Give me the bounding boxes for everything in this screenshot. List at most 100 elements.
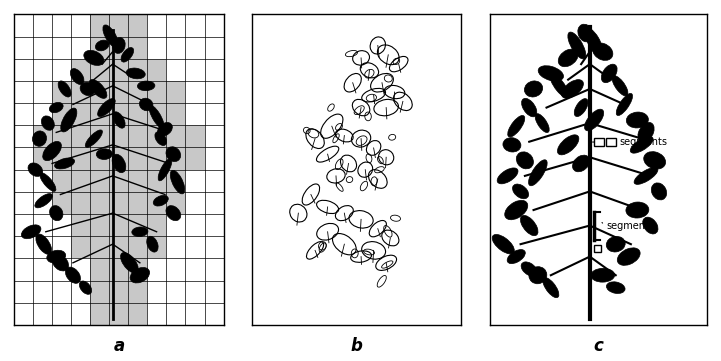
Ellipse shape [617,248,640,265]
Ellipse shape [158,158,172,181]
Ellipse shape [543,278,559,298]
Ellipse shape [132,227,148,236]
Bar [110,214,128,236]
Bar [128,125,148,148]
Bar [148,236,167,258]
Bar [148,103,167,125]
Bar [71,103,90,125]
Bar [110,170,128,192]
Ellipse shape [593,43,613,60]
Ellipse shape [35,193,53,208]
Bar [71,236,90,258]
Ellipse shape [642,217,658,234]
Bar [148,192,167,214]
Bar [90,81,110,103]
Bar [128,192,148,214]
Ellipse shape [505,200,528,220]
Bar [71,192,90,214]
Ellipse shape [112,112,125,128]
Bar [110,81,128,103]
Ellipse shape [84,51,104,65]
Bar [128,103,148,125]
Bar [90,170,110,192]
Bar [53,125,71,148]
Ellipse shape [590,268,615,282]
Bar [148,214,167,236]
Ellipse shape [22,225,41,239]
Ellipse shape [89,79,107,99]
Ellipse shape [49,103,63,113]
Ellipse shape [507,249,526,264]
Ellipse shape [155,132,167,145]
Bar [128,280,148,303]
Ellipse shape [492,234,514,254]
Bar [148,148,167,170]
Ellipse shape [516,152,534,169]
Ellipse shape [80,82,95,96]
Bar [53,81,71,103]
Ellipse shape [521,262,537,276]
Bar [128,36,148,59]
Bar [90,214,110,236]
Bar [71,170,90,192]
Ellipse shape [121,48,133,62]
Bar [594,245,601,252]
Ellipse shape [139,98,153,111]
Bar [90,192,110,214]
Bar [71,214,90,236]
Ellipse shape [97,99,115,117]
Ellipse shape [630,136,653,153]
Ellipse shape [55,158,74,169]
Ellipse shape [644,152,665,169]
Ellipse shape [651,183,667,200]
Ellipse shape [170,170,185,194]
Ellipse shape [574,99,588,117]
Bar [128,81,148,103]
Ellipse shape [112,38,125,53]
Bar [128,258,148,280]
Ellipse shape [612,76,628,96]
Bar [90,258,110,280]
Ellipse shape [53,255,68,271]
Bar [90,14,110,36]
Ellipse shape [97,149,112,160]
Ellipse shape [61,108,77,132]
Bar [110,192,128,214]
Bar [110,36,128,59]
Bar [110,236,128,258]
Bar [128,214,148,236]
Ellipse shape [36,234,51,254]
Ellipse shape [538,66,564,81]
Ellipse shape [43,142,61,161]
Bar [110,125,128,148]
Bar [90,303,110,325]
Ellipse shape [120,252,138,273]
Ellipse shape [521,99,537,117]
Bar [167,81,185,103]
Ellipse shape [146,236,158,252]
Bar [53,103,71,125]
Bar [167,103,185,125]
Text: b: b [351,337,363,355]
Ellipse shape [103,25,118,47]
Ellipse shape [535,114,549,132]
Ellipse shape [149,105,164,129]
Ellipse shape [85,130,102,147]
Bar [148,170,167,192]
Ellipse shape [626,202,649,218]
Text: segments: segments [619,137,667,147]
Bar [90,125,110,148]
Ellipse shape [126,68,145,79]
Bar [167,125,185,148]
Bar [33,148,53,170]
Bar [71,81,90,103]
Ellipse shape [503,138,521,152]
Bar [128,14,148,36]
Bar [110,59,128,81]
Ellipse shape [606,236,625,252]
Ellipse shape [529,267,547,284]
Bar [90,148,110,170]
Text: segments: segments [606,221,654,231]
Text: c: c [593,337,603,355]
Ellipse shape [28,163,43,177]
